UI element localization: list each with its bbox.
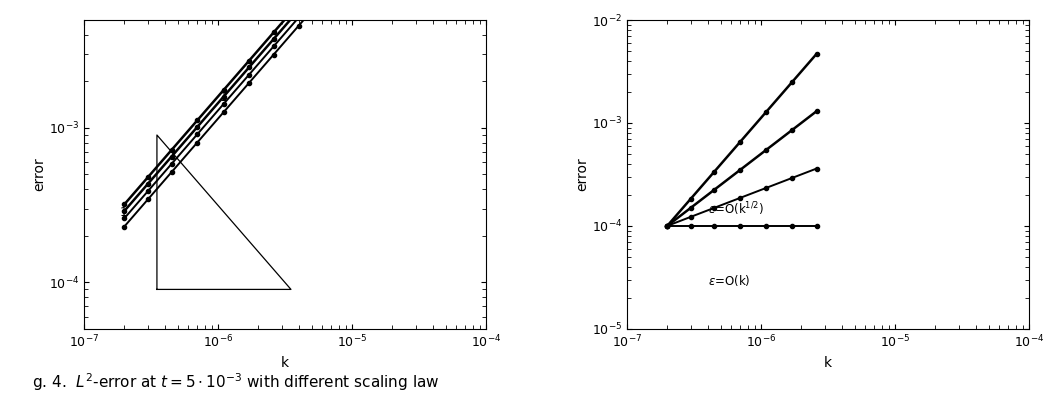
Text: 1: 1 xyxy=(220,91,228,103)
Text: 1: 1 xyxy=(120,206,127,219)
X-axis label: k: k xyxy=(281,356,289,370)
Text: g. 4.  $L^2$-error at $t = 5 \cdot 10^{-3}$ with different scaling law: g. 4. $L^2$-error at $t = 5 \cdot 10^{-3… xyxy=(32,371,439,393)
X-axis label: k: k xyxy=(824,356,832,370)
Text: $\varepsilon$=O(k): $\varepsilon$=O(k) xyxy=(708,273,750,288)
Y-axis label: error: error xyxy=(32,158,46,191)
Text: $\varepsilon$=O(k$^{1/2}$): $\varepsilon$=O(k$^{1/2}$) xyxy=(708,200,763,218)
Y-axis label: error: error xyxy=(575,158,589,191)
